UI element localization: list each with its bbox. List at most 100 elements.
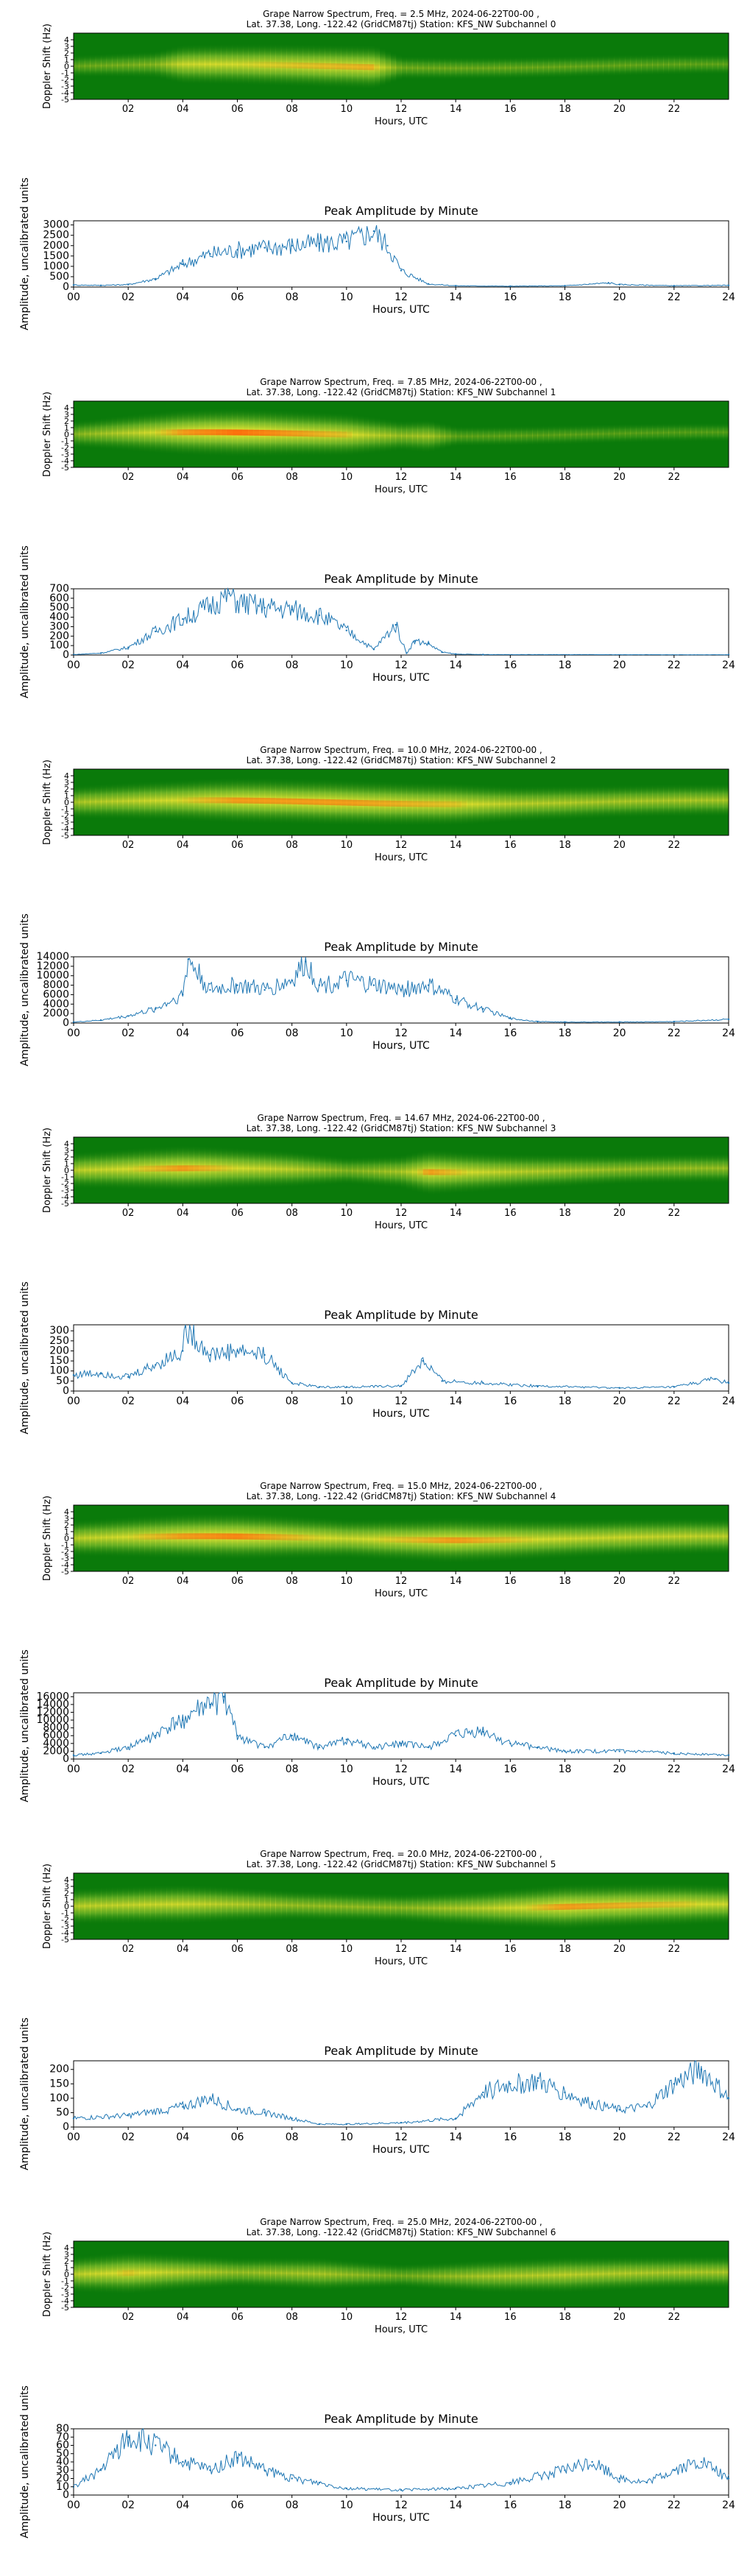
amplitude-data-point xyxy=(727,1754,730,1756)
spectrogram-column xyxy=(79,1519,85,1557)
spectrogram-column xyxy=(74,1519,80,1557)
spectrogram-column xyxy=(635,2255,642,2291)
amplitude-data-point xyxy=(318,242,320,245)
spectrogram-column xyxy=(488,425,495,447)
amplitude-data-point xyxy=(72,1374,75,1376)
y-tick-label: 0 xyxy=(64,1534,69,1543)
amplitude-data-point xyxy=(72,2117,75,2120)
spectrogram-column xyxy=(521,56,528,79)
spectrogram-column xyxy=(395,1155,402,1189)
spectrogram-hot-column xyxy=(341,431,347,438)
spectrogram-column xyxy=(205,2255,211,2290)
spectrogram-column xyxy=(390,780,397,827)
y-tick-label: 14000 xyxy=(36,1699,69,1710)
spectrogram-column xyxy=(679,2255,686,2290)
spectrogram-hot-column xyxy=(139,1534,146,1540)
spectrogram-column xyxy=(286,1150,293,1189)
spectrogram-column xyxy=(128,52,135,78)
y-tick-label: 2 xyxy=(64,785,69,794)
y-tick-label: -2 xyxy=(61,811,69,821)
amplitude-data-point xyxy=(727,2477,730,2480)
x-axis-label: Hours, UTC xyxy=(372,304,430,316)
y-tick-label: 2 xyxy=(64,1153,69,1162)
x-tick-label: 18 xyxy=(559,2499,572,2511)
amplitude-data-point xyxy=(455,2117,457,2120)
spectrogram-column xyxy=(641,1883,648,1928)
spectrogram-hot-column xyxy=(286,430,293,436)
spectrogram-column xyxy=(663,54,670,76)
spectrogram-column xyxy=(357,779,364,827)
spectrogram-column xyxy=(160,2252,167,2293)
x-tick-label: 16 xyxy=(504,472,517,483)
x-tick-label: 02 xyxy=(121,1027,135,1039)
spectrogram-column xyxy=(679,1517,686,1556)
spectrogram-column xyxy=(565,55,571,78)
spectrogram-column xyxy=(341,2259,347,2290)
spectrogram-column xyxy=(450,1517,456,1564)
spectrogram-column xyxy=(542,785,549,821)
y-axis-label: Amplitude, uncalibrated units xyxy=(19,913,31,1066)
spectrogram-hot-column xyxy=(608,1903,615,1909)
spectrogram-hot-column xyxy=(248,1533,255,1540)
spectrogram-hot-column xyxy=(177,797,183,803)
amplitude-data-point xyxy=(236,1735,238,1737)
spectrogram-column xyxy=(237,1886,244,1922)
spectrogram-hot-column xyxy=(160,1165,167,1172)
spectrogram-column xyxy=(679,783,686,818)
spectrogram-column xyxy=(542,2257,549,2294)
spectrogram-column xyxy=(74,1887,80,1925)
spectrogram-column xyxy=(308,43,314,88)
spectrogram-column xyxy=(515,2258,522,2293)
spectrogram-hot-column xyxy=(166,1533,173,1540)
spectrogram-column xyxy=(542,1518,549,1560)
spectrogram-column xyxy=(576,1518,582,1559)
amplitude-data-point xyxy=(455,998,457,1001)
spectrogram-hot-column xyxy=(144,1165,151,1172)
spectrogram-hot-column xyxy=(194,797,200,804)
amplitude-data-point xyxy=(441,651,443,654)
spectrogram-column xyxy=(128,1515,135,1558)
spectrogram-column xyxy=(264,777,271,824)
spectrogram-column xyxy=(504,785,511,823)
spectrogram-hot-column xyxy=(346,431,353,438)
spectrogram-column xyxy=(461,2260,467,2293)
spectrogram-column xyxy=(325,1517,331,1560)
spectrogram-hot-column xyxy=(363,800,369,807)
spectrogram-column xyxy=(232,2257,238,2288)
spectrogram-hot-column xyxy=(314,63,320,69)
y-tick-label: 2 xyxy=(64,417,69,426)
x-tick-label: 20 xyxy=(613,1395,626,1407)
x-tick-label: 00 xyxy=(67,2499,80,2511)
y-tick-label: 0 xyxy=(63,281,69,293)
spectrogram-hot-column xyxy=(275,62,282,68)
spectrogram-hot-column xyxy=(275,1534,282,1540)
spectrogram-hot-column xyxy=(477,1537,484,1543)
spectrogram-column xyxy=(275,1514,282,1560)
x-tick-label: 06 xyxy=(231,291,244,303)
spectrogram-column xyxy=(488,1889,495,1928)
spectrogram-column xyxy=(723,1883,729,1925)
y-tick-label: 300 xyxy=(49,1325,69,1337)
spectrogram-column xyxy=(171,46,178,83)
spectrogram-subtitle: Lat. 37.38, Long. -122.42 (GridCM87tj) S… xyxy=(247,1491,556,1501)
x-tick-label: 04 xyxy=(177,1576,189,1587)
y-axis-label: Doppler Shift (Hz) xyxy=(42,392,53,477)
spectrogram-column xyxy=(122,782,129,821)
amplitude-data-point xyxy=(700,2460,703,2463)
x-tick-label: 10 xyxy=(340,659,353,671)
spectrogram-column xyxy=(559,1518,566,1560)
spectrogram-column xyxy=(95,417,102,450)
amplitude-data-point xyxy=(372,230,375,233)
spectrogram-column xyxy=(576,1153,582,1187)
spectrogram-column xyxy=(652,2255,659,2290)
spectrogram-column xyxy=(390,1893,397,1922)
spectrogram-hot-column xyxy=(286,798,293,804)
spectrogram-column xyxy=(608,1154,615,1186)
spectrogram-column xyxy=(122,1148,129,1190)
spectrogram-column xyxy=(177,408,183,456)
x-tick-label: 22 xyxy=(668,1576,681,1587)
x-tick-label: 10 xyxy=(341,472,353,483)
spectrogram-hot-column xyxy=(314,1535,320,1541)
spectrogram-hot-column xyxy=(325,63,331,69)
spectrogram-column xyxy=(275,43,282,87)
